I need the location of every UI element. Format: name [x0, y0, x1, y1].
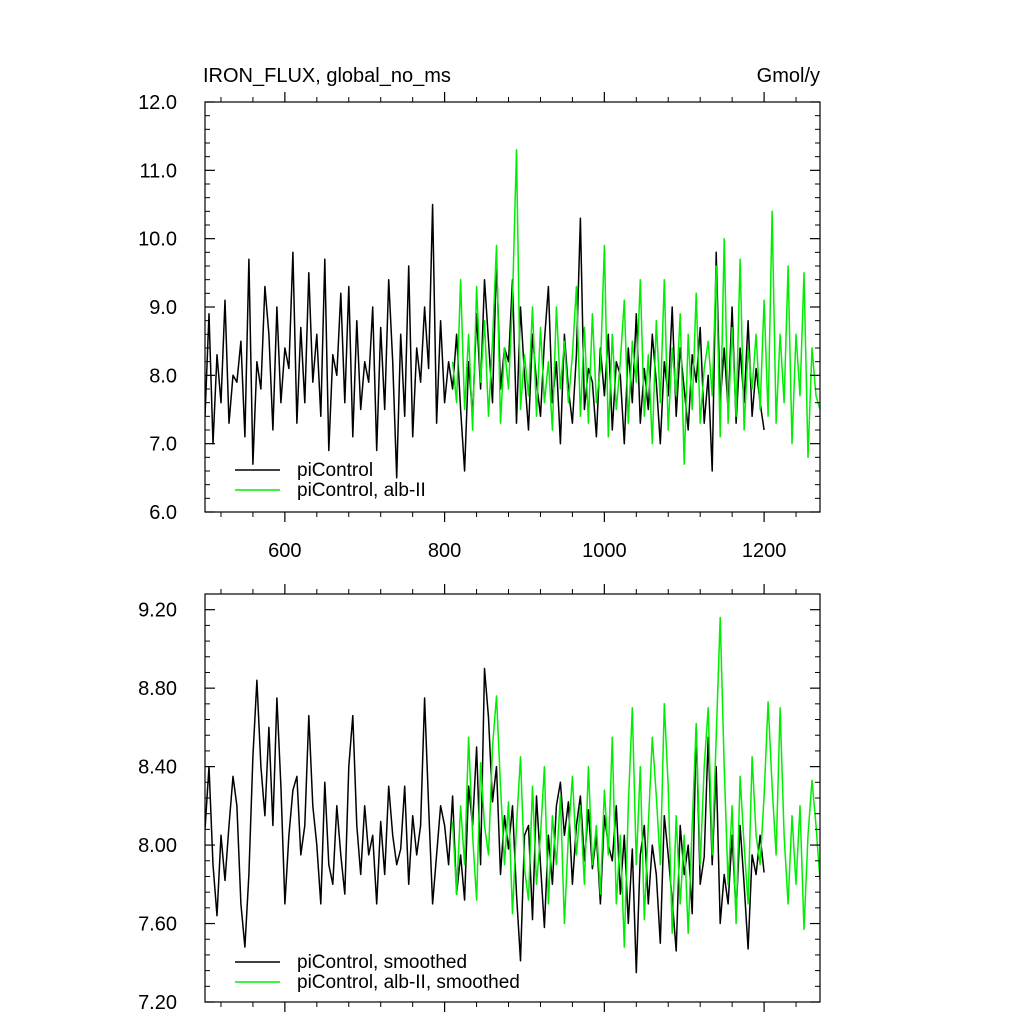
top-legend-label: piControl — [297, 460, 373, 481]
bottom-y-tick-label: 7.20 — [138, 992, 177, 1014]
top-y-tick-label: 7.0 — [149, 434, 177, 456]
chart-title: IRON_FLUX, global_no_ms — [203, 65, 451, 87]
units-label: Gmol/y — [757, 65, 820, 87]
top-x-tick-label: 800 — [428, 540, 461, 562]
bottom-y-tick-label: 7.60 — [138, 914, 177, 936]
top-y-tick-label: 6.0 — [149, 502, 177, 524]
bottom-panel: 7.20 7.60 8.00 8.40 8.80 9.20 piControl, smoot… — [138, 584, 821, 1014]
bottom-y-tick-label: 9.20 — [138, 600, 177, 622]
bottom-legend-label: piControl, alb-II, smoothed — [297, 972, 520, 993]
top-y-tick-label: 11.0 — [140, 160, 177, 182]
top-y-tick-label: 10.0 — [138, 229, 177, 251]
top-y-tick-label: 12.0 — [138, 92, 177, 114]
top-y-tick-label: 9.0 — [149, 297, 177, 319]
top-series-line-alb-ii — [451, 149, 820, 465]
bottom-y-tick-label: 8.40 — [138, 757, 177, 779]
top-y-tick-label: 8.0 — [149, 365, 177, 387]
top-x-tick-label: 600 — [268, 540, 301, 562]
bottom-series-line-alb-ii — [451, 616, 820, 948]
bottom-y-tick-label: 8.00 — [138, 835, 177, 857]
top-legend-label: piControl, alb-II — [297, 480, 426, 501]
bottom-y-tick-label: 8.80 — [138, 678, 177, 700]
top-series-line-picontrol — [205, 203, 765, 479]
top-x-tick-label: 1000 — [582, 540, 627, 562]
bottom-legend-label: piControl, smoothed — [297, 952, 467, 973]
top-x-tick-label: 1200 — [742, 540, 787, 562]
top-panel: 600 800 1000 1200 6.0 7.0 8.0 9.0 10.0 11.0 12.0 pi… — [138, 92, 821, 562]
